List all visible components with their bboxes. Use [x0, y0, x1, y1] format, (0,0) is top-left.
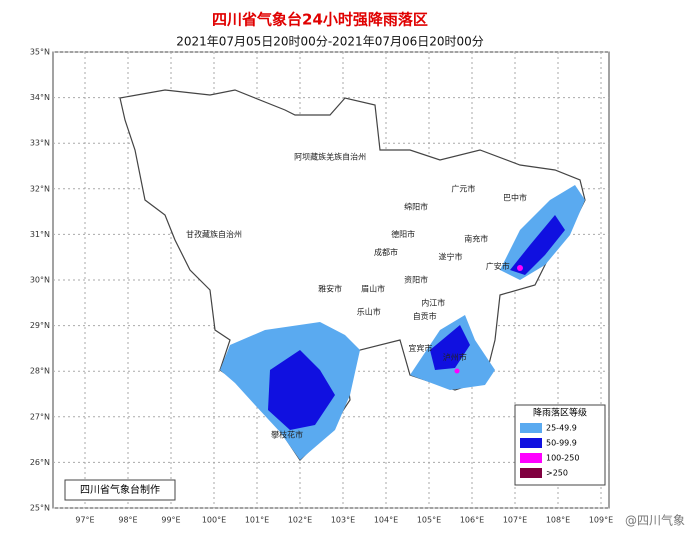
- place-label: 阿坝藏族羌族自治州: [294, 151, 366, 161]
- rain-area: [510, 215, 565, 275]
- place-label: 巴中市: [503, 192, 527, 202]
- place-label: 南充市: [464, 233, 488, 243]
- lon-label: 100°E: [202, 516, 226, 525]
- place-label: 遂宁市: [439, 252, 463, 262]
- legend-label: 50-99.9: [546, 439, 577, 448]
- lon-label: 106°E: [460, 516, 484, 525]
- place-label: 甘孜藏族自治州: [186, 229, 242, 239]
- lon-label: 108°E: [546, 516, 570, 525]
- lon-label: 98°E: [118, 516, 137, 525]
- lat-label: 30°N: [30, 276, 50, 285]
- lat-label: 33°N: [30, 139, 50, 148]
- watermark: @四川气象: [625, 513, 685, 528]
- lon-label: 102°E: [288, 516, 312, 525]
- lon-label: 104°E: [374, 516, 398, 525]
- place-label: 广安市: [486, 261, 510, 271]
- place-label: 宜宾市: [408, 343, 432, 353]
- rain-area: [268, 350, 335, 430]
- lon-label: 99°E: [161, 516, 180, 525]
- legend-label: 25-49.9: [546, 424, 577, 433]
- rain-area: [517, 265, 523, 271]
- credit-box: [64, 479, 176, 501]
- title: 四川省气象台24小时强降雨落区: [212, 11, 428, 29]
- credit: 四川省气象台制作: [80, 483, 160, 496]
- lat-label: 29°N: [30, 321, 50, 330]
- lat-label: 27°N: [30, 412, 50, 421]
- lon-label: 105°E: [417, 516, 441, 525]
- lat-label: 31°N: [30, 230, 50, 239]
- lat-label: 34°N: [30, 93, 50, 102]
- lon-label: 101°E: [245, 516, 269, 525]
- legend-title: 降雨落区等级: [533, 407, 587, 419]
- rain-area: [454, 368, 460, 374]
- lon-label: 107°E: [503, 516, 527, 525]
- rain-area: [430, 325, 470, 370]
- place-label: 德阳市: [391, 229, 415, 239]
- place-label: 雅安市: [318, 284, 342, 294]
- place-label: 成都市: [374, 247, 398, 257]
- lon-label: 97°E: [75, 516, 94, 525]
- lat-label: 32°N: [30, 184, 50, 193]
- lat-label: 25°N: [30, 504, 50, 513]
- place-label: 自贡市: [413, 311, 437, 321]
- place-label: 资阳市: [404, 275, 428, 285]
- subtitle: 2021年07月05日20时00分-2021年07月06日20时00分: [176, 35, 484, 49]
- place-label: 绵阳市: [404, 202, 428, 212]
- place-label: 乐山市: [357, 306, 381, 316]
- lon-label: 109°E: [589, 516, 613, 525]
- legend-label: >250: [546, 469, 568, 478]
- place-label: 内江市: [421, 297, 445, 307]
- lat-label: 26°N: [30, 458, 50, 467]
- legend-swatch: [520, 423, 542, 433]
- place-label: 泸州市: [443, 352, 467, 362]
- lat-label: 28°N: [30, 367, 50, 376]
- lat-label: 35°N: [30, 48, 50, 57]
- legend-swatch: [520, 453, 542, 463]
- legend-swatch: [520, 468, 542, 478]
- place-label: 广元市: [451, 183, 475, 193]
- legend-label: 100-250: [546, 454, 579, 463]
- legend-swatch: [520, 438, 542, 448]
- place-label: 攀枝花市: [271, 430, 303, 440]
- lon-label: 103°E: [331, 516, 355, 525]
- place-label: 眉山市: [361, 284, 385, 294]
